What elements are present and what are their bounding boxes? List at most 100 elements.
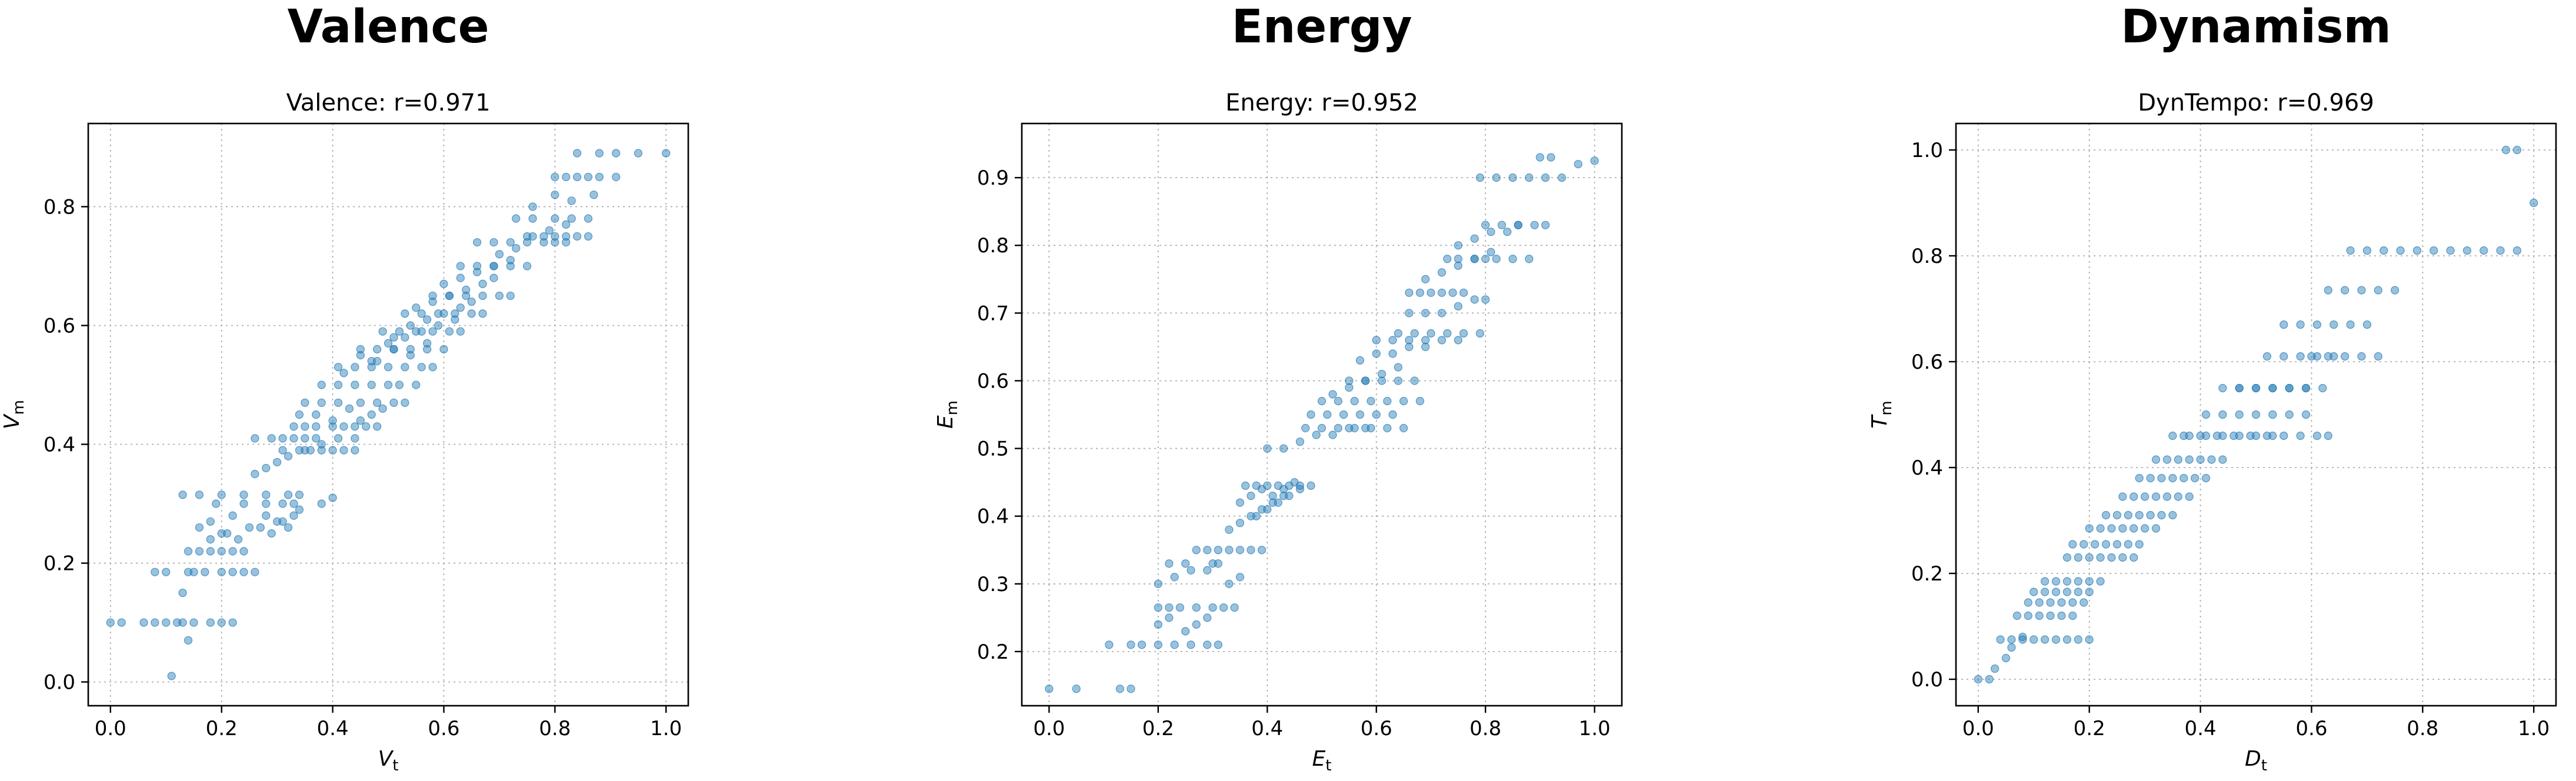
data-point [2007,635,2016,644]
x-tick-label: 0.8 [1469,717,1501,740]
data-point [1235,498,1245,507]
data-point [2062,635,2071,644]
panel-heading: Dynamism [2121,1,2391,54]
data-point [1328,430,1337,439]
data-point [2180,431,2188,440]
data-point [406,351,415,360]
data-point [373,422,382,431]
data-point [523,262,532,271]
data-point [2357,352,2366,361]
data-point [345,404,354,413]
data-point [439,345,448,353]
data-point [206,547,215,556]
y-tick-label: 0.0 [44,671,75,695]
scatter-points [1974,145,2538,684]
scatter-points [1045,153,1599,693]
data-point [1454,302,1462,311]
data-point [351,363,359,372]
data-point [367,356,376,366]
data-point [2091,540,2100,549]
data-point [551,191,559,199]
data-point [1187,640,1195,649]
data-point [2107,524,2116,533]
data-point [1241,481,1250,490]
data-point [1405,342,1414,351]
data-point [328,493,337,502]
data-point [367,363,376,372]
data-point [2051,635,2061,644]
data-point [562,238,571,247]
data-point [562,172,571,182]
data-point [1454,255,1462,263]
data-point [562,220,571,229]
data-point [539,238,548,247]
data-point [2157,510,2166,520]
data-point [551,232,559,241]
data-point [2280,431,2288,440]
data-point [1355,356,1365,365]
data-point [217,618,226,627]
data-point [478,279,487,288]
data-point [278,446,287,455]
data-point [2041,577,2050,586]
y-tick-label: 0.8 [1911,245,1943,268]
data-point [1295,437,1305,446]
panel-dynamism: Dynamism DynTempo: r=0.969 0.0 0.2 0.4 0.6 0… [1868,1,2557,775]
data-point [362,422,371,431]
data-point [178,588,187,598]
data-point [506,262,515,271]
data-point [184,547,193,556]
data-point [1307,410,1315,419]
data-point [2235,383,2244,393]
data-point [1181,627,1190,636]
data-point [2018,635,2027,644]
data-point [2196,455,2205,464]
x-axis-ticks: 0.0 0.2 0.4 0.6 0.8 1.0 [95,706,682,740]
plot-frame [87,122,689,707]
data-point [2035,598,2044,607]
x-tick-label: 0.6 [2295,717,2327,740]
data-point [2035,611,2044,620]
data-point [2080,540,2088,549]
data-point [1487,228,1495,236]
x-axis-label: Dt [2245,747,2267,775]
data-point [1225,579,1234,588]
data-point [2374,286,2382,295]
data-point [301,434,309,443]
data-point [2341,286,2350,295]
data-point [1388,410,1397,419]
data-point [2096,553,2105,562]
data-point [356,398,365,407]
data-point [1399,396,1408,406]
data-point [1388,336,1397,345]
data-point [495,250,504,259]
data-point [1475,173,1485,182]
data-point [1410,376,1419,385]
data-point [467,309,476,318]
data-point [2185,455,2194,464]
data-point [1427,288,1435,297]
data-point [289,434,298,443]
data-point [373,345,382,353]
data-point [2374,352,2382,361]
data-point [2151,524,2161,533]
data-point [1355,410,1365,419]
data-point [1437,288,1447,297]
data-point [1470,234,1479,243]
data-point [206,535,215,544]
x-tick-label: 0.4 [2185,717,2217,740]
data-point [506,238,515,247]
data-point [2296,320,2305,329]
x-tick-label: 0.0 [95,717,126,740]
data-point [584,232,593,241]
data-point [2068,611,2077,620]
data-point [1497,221,1507,229]
data-point [634,149,643,158]
data-point [1525,173,1534,182]
data-point [1105,640,1114,649]
data-point [334,398,343,407]
data-point [1383,423,1392,433]
data-point [278,434,287,443]
data-point [2462,246,2471,255]
data-point [228,568,237,576]
